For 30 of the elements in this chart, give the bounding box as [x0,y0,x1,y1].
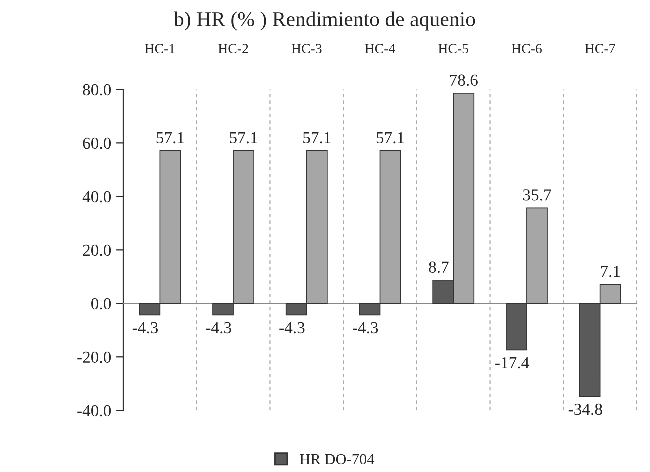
x-tick-label: HC-7 [585,44,616,54]
data-label: -4.3 [280,322,305,334]
y-tick-label: -20.0 [78,352,112,364]
x-tick-label: HC-2 [218,44,248,54]
data-label: 57.1 [230,132,258,144]
data-label: 78.6 [450,74,478,86]
data-label: -4.3 [206,322,232,334]
data-label: -17.4 [496,357,530,369]
y-tick-label: 80.0 [83,84,112,96]
y-tick-label: 20.0 [83,244,112,256]
y-tick-label: -40.0 [78,405,112,417]
x-tick-label: HC-1 [145,44,175,54]
data-label: 7.1 [601,266,620,278]
y-tick-label: 60.0 [83,138,112,150]
x-tick-label: HC-3 [292,44,322,54]
y-tick-label: 0.0 [91,298,112,310]
x-tick-label: HC-5 [438,44,468,54]
y-tick-label: 40.0 [82,191,112,203]
x-tick-label: HC-6 [512,44,542,54]
data-label: 8.7 [429,262,449,274]
legend-label: HR DO-704 [300,454,375,465]
data-label: -34.8 [568,404,602,416]
data-label: 35.7 [523,190,552,201]
data-label: 57.1 [376,132,404,144]
data-label: 57.1 [304,132,331,144]
data-label: -4.3 [353,322,378,334]
data-label: 57.1 [156,132,184,144]
data-label: -4.3 [132,322,158,334]
x-tick-label: HC-4 [365,44,396,54]
chart-title: b) HR (% ) Rendimiento de aquenio [174,12,476,31]
